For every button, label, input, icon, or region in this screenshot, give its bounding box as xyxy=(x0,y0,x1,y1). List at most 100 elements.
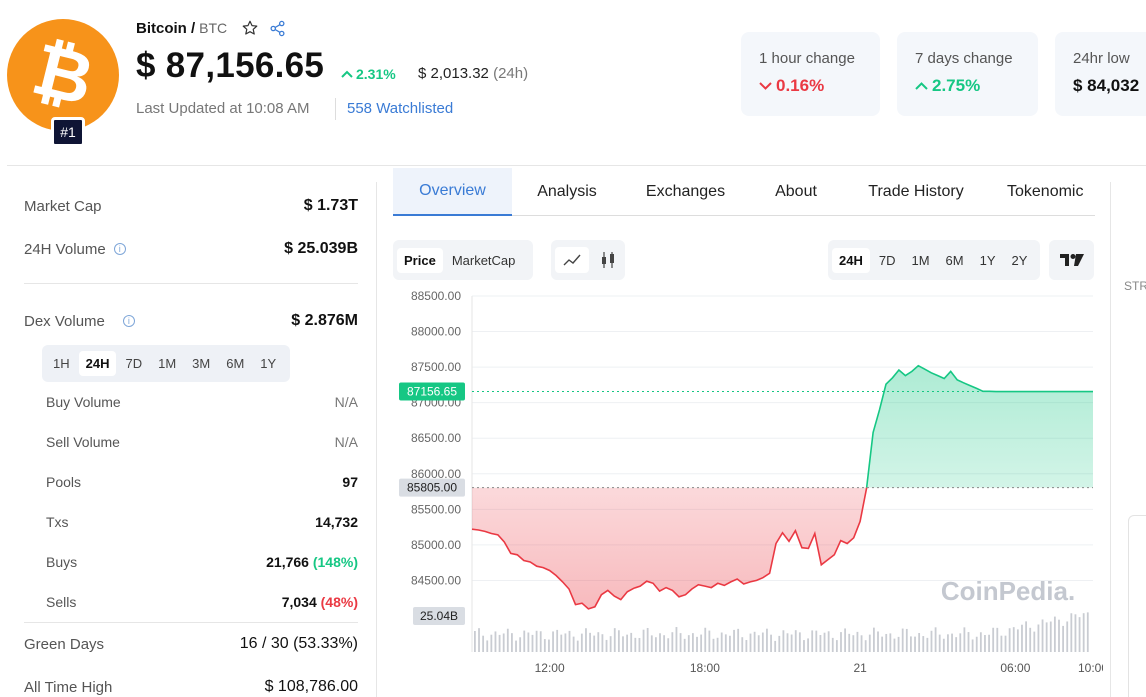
volume-bar xyxy=(749,633,752,652)
volume-bar xyxy=(827,631,830,652)
volume-bar xyxy=(938,634,941,652)
volume-bar xyxy=(482,635,485,652)
range-7d[interactable]: 7D xyxy=(878,252,896,268)
y-tick-label: 85000.00 xyxy=(411,538,461,552)
volume-bar xyxy=(975,636,978,652)
tradingview-button[interactable] xyxy=(1049,240,1094,280)
candlestick-icon[interactable] xyxy=(591,245,625,275)
period-1m[interactable]: 1M xyxy=(158,356,177,371)
coinpedia-watermark: CoinPedia. xyxy=(941,576,1075,606)
volume-bar xyxy=(654,637,657,652)
period-3m[interactable]: 3M xyxy=(192,356,211,371)
stat-value-text: $ 84,032 xyxy=(1073,76,1140,95)
chevron-down-icon xyxy=(759,82,772,90)
price-chart[interactable]: CoinPedia. 88500.0088000.0087500.0087000… xyxy=(393,282,1103,697)
volume-24h-row: 24H Volume i $ 25.039B xyxy=(24,240,358,258)
pools-label: Pools xyxy=(46,474,82,490)
volume-bar xyxy=(490,634,493,652)
volume-bar xyxy=(1086,612,1089,652)
tab-about[interactable]: About xyxy=(775,183,817,200)
watchlist-link[interactable]: 558 Watchlisted xyxy=(347,100,454,117)
star-icon[interactable] xyxy=(241,19,259,37)
period-6m[interactable]: 6M xyxy=(226,356,245,371)
baseline-tag: 85805.00 xyxy=(399,478,465,497)
volume-bar xyxy=(959,633,962,652)
volume-bar xyxy=(918,633,921,652)
range-2y[interactable]: 2Y xyxy=(1011,252,1028,268)
coin-title: Bitcoin / BTC xyxy=(136,19,286,37)
volume-bar xyxy=(724,634,727,652)
volume-bar xyxy=(934,627,937,652)
volume-bar xyxy=(539,631,542,652)
metric-marketcap[interactable]: MarketCap xyxy=(451,252,516,268)
volume-bar xyxy=(548,639,550,652)
volume-bar xyxy=(877,631,879,652)
tab-analysis[interactable]: Analysis xyxy=(537,183,597,200)
volume-bar xyxy=(506,628,509,652)
chevron-up-icon xyxy=(915,82,928,90)
range-6m[interactable]: 6M xyxy=(945,252,964,268)
period-24h[interactable]: 24H xyxy=(78,351,117,376)
volume-bar xyxy=(1082,613,1085,652)
info-icon[interactable]: i xyxy=(122,315,135,327)
range-24h[interactable]: 24H xyxy=(832,247,870,273)
volume-bar xyxy=(1066,621,1069,652)
volume-bar xyxy=(922,636,925,652)
share-icon[interactable] xyxy=(269,20,286,37)
volume-bar xyxy=(757,635,760,652)
volume-bar xyxy=(659,633,661,652)
sells-pct: (48%) xyxy=(320,594,358,610)
volume-bar xyxy=(996,627,999,652)
volume-bar xyxy=(511,633,513,652)
volume-bar xyxy=(576,640,579,652)
period-1y[interactable]: 1Y xyxy=(260,356,277,371)
x-tick-label: 06:00 xyxy=(1000,661,1030,675)
volume-bar xyxy=(872,627,875,652)
period-7d[interactable]: 7D xyxy=(125,356,143,371)
volume-bar xyxy=(926,637,929,652)
volume-bar xyxy=(564,633,567,652)
y-tick-label: 88500.00 xyxy=(411,289,461,303)
volume-bar xyxy=(778,635,781,652)
baseline-label: 85805.00 xyxy=(407,481,457,495)
stat-value-text: 0.16% xyxy=(776,76,825,95)
buys-row: Buys 21,766 (148%) xyxy=(46,554,358,570)
volume-bar xyxy=(885,633,888,652)
info-icon[interactable]: i xyxy=(113,243,126,255)
volume-bar xyxy=(905,628,908,652)
volume-bar xyxy=(951,633,953,652)
volume-bars xyxy=(474,612,1089,652)
volume-bar xyxy=(474,631,476,652)
stat-label: 24hr low xyxy=(1073,50,1130,67)
volume-bar xyxy=(700,634,703,652)
bitcoin-symbol: ₿ xyxy=(25,26,102,122)
x-tick-label: 21 xyxy=(853,661,867,675)
stat-label: 1 hour change xyxy=(759,50,855,67)
volume-bar xyxy=(1004,635,1007,652)
range-1y[interactable]: 1Y xyxy=(979,252,996,268)
tab-trade-history[interactable]: Trade History xyxy=(868,183,964,200)
volume-bar xyxy=(535,630,538,652)
range-1m[interactable]: 1M xyxy=(911,252,930,268)
line-chart-icon[interactable] xyxy=(555,247,589,273)
period-1h[interactable]: 1H xyxy=(53,356,70,371)
dex-volume-value: $ 2.876M xyxy=(291,312,358,329)
price-change-abs-value: $ 2,013.32 xyxy=(418,65,489,82)
volume-bar xyxy=(716,637,719,652)
side-card xyxy=(1128,515,1146,697)
metric-price[interactable]: Price xyxy=(397,247,443,273)
stat-card-1h: 1 hour change 0.16% xyxy=(741,32,880,116)
volume-bar xyxy=(733,629,735,652)
volume-bar xyxy=(646,627,649,652)
volume-bar xyxy=(893,638,896,652)
tab-exchanges[interactable]: Exchanges xyxy=(645,183,726,200)
ath-row: All Time High $ 108,786.00 xyxy=(24,678,358,696)
dex-period-selector: 1H 24H 7D 1M 3M 6M 1Y xyxy=(42,345,290,382)
volume-bar xyxy=(864,640,867,652)
volume-bar xyxy=(868,634,871,652)
y-tick-label: 87500.00 xyxy=(411,360,461,374)
volume-bar xyxy=(692,633,694,652)
tab-overview[interactable]: Overview xyxy=(393,168,512,216)
volume-bar xyxy=(560,634,563,652)
tab-tokenomics[interactable]: Tokenomic xyxy=(1007,183,1084,200)
